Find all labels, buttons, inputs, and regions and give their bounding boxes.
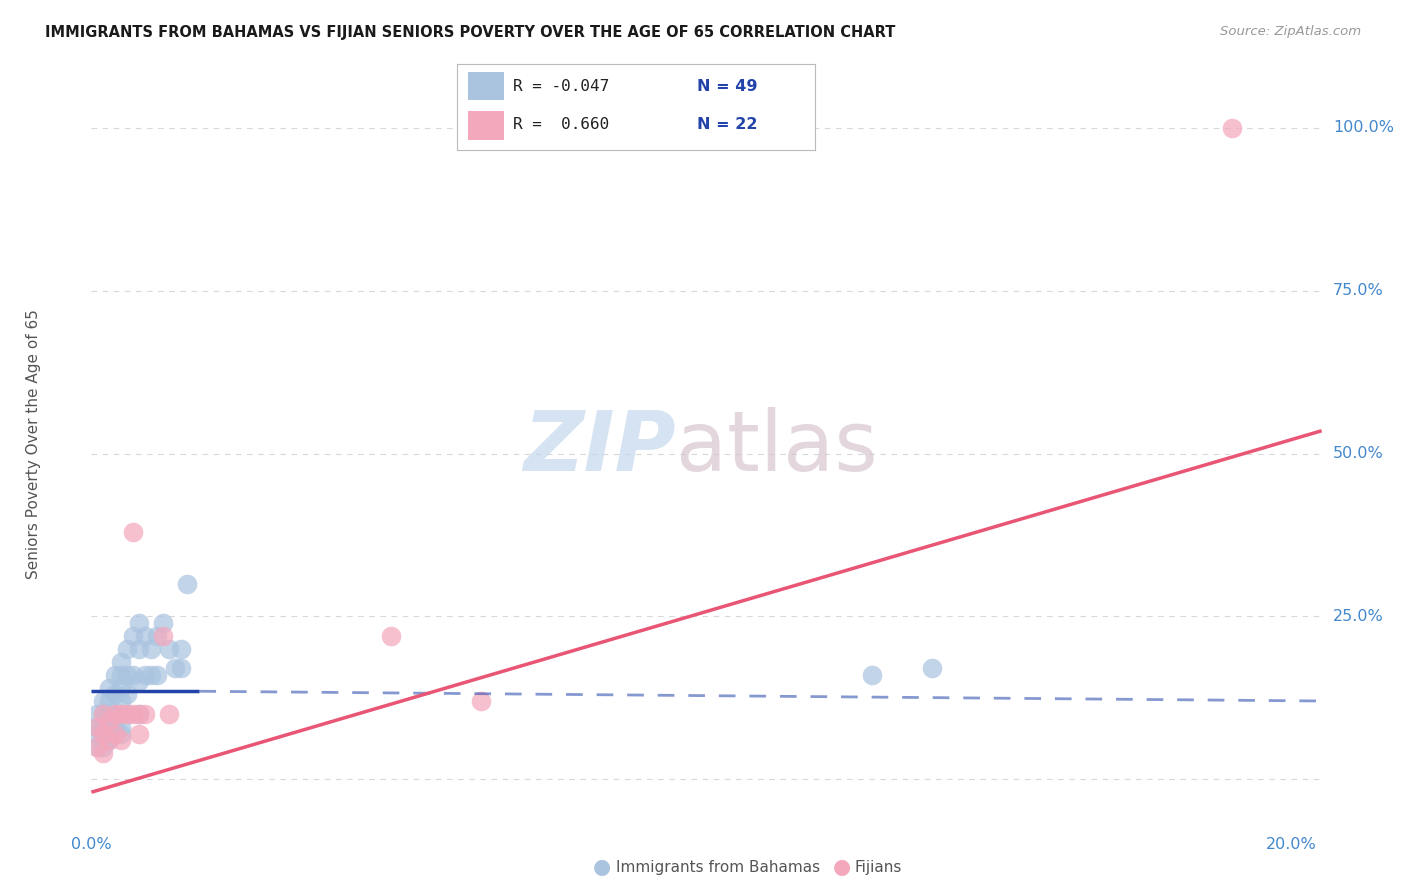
Point (93, 746, 115, 760)
Point (152, 615, 174, 630)
Text: atlas: atlas (676, 407, 877, 488)
Point (170, 641, 193, 656)
Point (110, 706, 132, 721)
Point (98, 733, 121, 747)
Point (93, 739, 115, 754)
Point (128, 726, 150, 740)
Point (117, 706, 139, 721)
Text: Seniors Poverty Over the Age of 65: Seniors Poverty Over the Age of 65 (25, 309, 41, 579)
Text: Fijians: Fijians (855, 860, 903, 874)
Point (134, 668, 156, 682)
Point (117, 688, 139, 702)
Point (146, 668, 169, 682)
Point (86, 739, 108, 754)
Point (98, 733, 121, 747)
Text: 0.0%: 0.0% (72, 837, 111, 852)
Text: R =  0.660: R = 0.660 (513, 117, 609, 132)
Point (128, 615, 150, 630)
Point (110, 706, 132, 721)
Point (93, 726, 115, 740)
Text: ●: ● (832, 857, 851, 877)
Point (104, 706, 127, 721)
Point (117, 641, 139, 656)
Point (470, 694, 492, 708)
Point (110, 720, 132, 734)
Point (98, 714, 121, 728)
Point (86, 726, 108, 740)
Point (110, 694, 132, 708)
Point (104, 668, 127, 682)
Point (128, 641, 150, 656)
Point (170, 661, 193, 675)
Text: Immigrants from Bahamas: Immigrants from Bahamas (616, 860, 820, 874)
Point (93, 726, 115, 740)
Point (98, 681, 121, 695)
Text: 25.0%: 25.0% (1333, 609, 1384, 624)
Point (98, 706, 121, 721)
Point (146, 629, 169, 643)
Point (117, 706, 139, 721)
Point (93, 720, 115, 734)
Point (860, 668, 883, 682)
Text: N = 22: N = 22 (697, 117, 758, 132)
Point (104, 720, 127, 734)
Point (117, 668, 139, 682)
Point (157, 641, 180, 656)
Point (122, 668, 145, 682)
Text: IMMIGRANTS FROM BAHAMAS VS FIJIAN SENIORS POVERTY OVER THE AGE OF 65 CORRELATION: IMMIGRANTS FROM BAHAMAS VS FIJIAN SENIOR… (45, 25, 896, 40)
Point (134, 629, 156, 643)
Bar (468, 72, 503, 100)
Point (110, 668, 132, 682)
Point (122, 524, 145, 539)
Point (86, 706, 108, 721)
Bar (468, 112, 503, 139)
Point (86, 720, 108, 734)
Point (1220, 120, 1243, 135)
Point (141, 668, 163, 682)
Text: N = 49: N = 49 (697, 78, 758, 94)
Point (110, 655, 132, 669)
Point (128, 706, 150, 721)
Text: ZIP: ZIP (523, 407, 676, 488)
Point (98, 694, 121, 708)
Point (93, 694, 115, 708)
Point (104, 688, 127, 702)
Point (98, 720, 121, 734)
Point (128, 706, 150, 721)
Point (86, 720, 108, 734)
Point (128, 674, 150, 689)
Point (134, 706, 156, 721)
Point (921, 661, 943, 675)
Point (110, 681, 132, 695)
Point (152, 629, 174, 643)
Point (110, 726, 132, 740)
Point (380, 629, 402, 643)
Point (157, 706, 180, 721)
Point (165, 661, 187, 675)
Point (93, 706, 115, 721)
Point (141, 641, 163, 656)
Text: ●: ● (593, 857, 612, 877)
Point (104, 706, 127, 721)
Text: 75.0%: 75.0% (1333, 284, 1384, 298)
Point (122, 629, 145, 643)
Point (122, 706, 145, 721)
Text: R = -0.047: R = -0.047 (513, 78, 609, 94)
Point (176, 576, 198, 591)
Point (93, 706, 115, 721)
Text: Source: ZipAtlas.com: Source: ZipAtlas.com (1220, 25, 1361, 38)
Text: 50.0%: 50.0% (1333, 446, 1384, 461)
Point (86, 739, 108, 754)
Text: 100.0%: 100.0% (1333, 120, 1393, 136)
Text: 20.0%: 20.0% (1267, 837, 1317, 852)
Point (110, 733, 132, 747)
Point (104, 726, 127, 740)
